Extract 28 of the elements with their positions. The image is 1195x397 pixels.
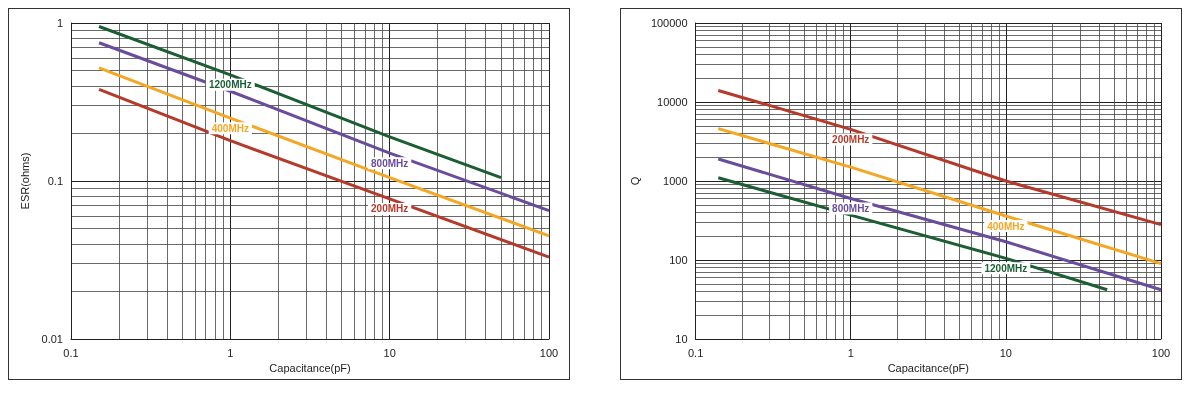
series-label: 800MHz	[832, 203, 870, 215]
series-label: 400MHz	[211, 122, 249, 134]
x-tick-label: 0.1	[63, 346, 79, 359]
x-tick-label: 10	[383, 346, 396, 359]
x-tick-label: 100	[1151, 346, 1171, 359]
x-tick-label: 1	[847, 346, 854, 359]
x-axis-title: Capacitance(pF)	[269, 362, 351, 375]
y-tick-label: 10	[675, 333, 688, 345]
y-tick-label: 0.01	[41, 333, 63, 345]
x-tick-label: 100	[539, 346, 559, 359]
series-label: 200MHz	[832, 133, 870, 145]
y-tick-label: 100	[669, 254, 688, 266]
y-tick-label: 10000	[657, 96, 688, 108]
y-axis-title: ESR(ohms)	[19, 152, 32, 210]
y-tick-label: 100000	[650, 17, 688, 29]
x-tick-label: 0.1	[687, 346, 704, 359]
series-label: 200MHz	[371, 203, 409, 215]
x-axis-title: Capacitance(pF)	[887, 362, 969, 375]
x-tick-label: 1	[227, 346, 234, 359]
y-tick-label: 1000	[663, 175, 688, 187]
series-label: 400MHz	[987, 220, 1025, 232]
y-tick-label: 1	[56, 17, 63, 29]
x-tick-label: 10	[999, 346, 1012, 359]
series-label: 1200MHz	[208, 79, 252, 91]
series-label: 1200MHz	[984, 262, 1028, 274]
y-tick-label: 0.1	[47, 175, 63, 187]
series-label: 800MHz	[371, 157, 409, 169]
y-axis-title: Q	[628, 176, 641, 186]
